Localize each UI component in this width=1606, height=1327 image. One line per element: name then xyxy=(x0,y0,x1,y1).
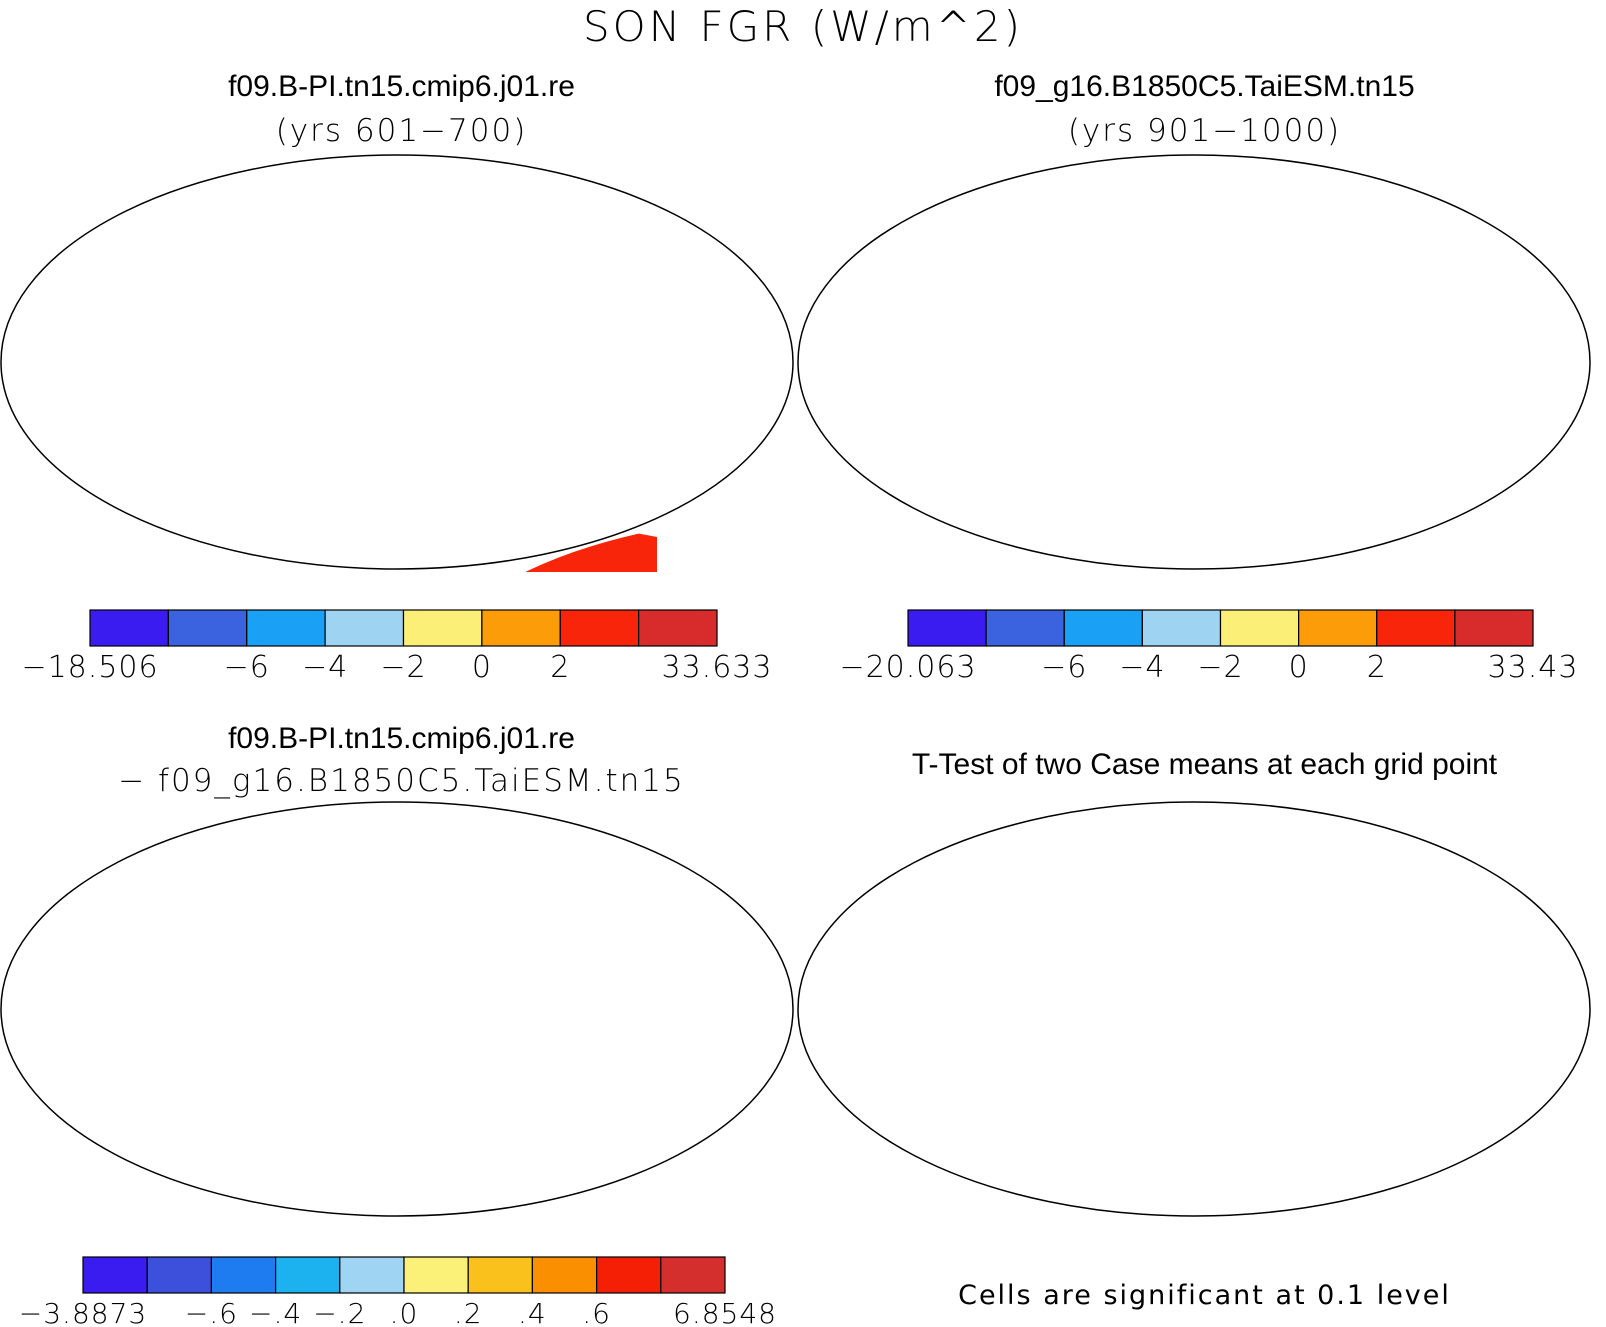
colorbar-swatch xyxy=(467,1256,534,1294)
colorbar-swatch xyxy=(1219,609,1300,647)
map-panel-case1 xyxy=(0,154,794,572)
colorbar-swatch xyxy=(324,609,405,647)
colorbar-tick-label: 0 xyxy=(1289,650,1309,685)
colorbar-tick-label: −4 xyxy=(302,650,348,685)
colorbar-tick-label: −.4 xyxy=(249,1297,302,1327)
colorbar-swatch xyxy=(1454,609,1534,647)
panel1-subtitle: (yrs 601−700) xyxy=(275,113,528,149)
colorbar-swatch xyxy=(1141,609,1222,647)
colorbar-tick-label: −.2 xyxy=(313,1297,366,1327)
map-panel-ttest xyxy=(797,801,1591,1217)
colorbar-swatch xyxy=(403,1256,469,1294)
colorbar-swatch xyxy=(82,1256,148,1294)
colorbar-tick-label: .0 xyxy=(390,1297,419,1327)
colorbar-swatch xyxy=(638,609,718,647)
panel1-title: f09.B-PI.tn15.cmip6.j01.re xyxy=(228,70,575,103)
colorbar-tick-label: 2 xyxy=(1367,650,1387,685)
colorbar-swatch xyxy=(1376,609,1456,647)
colorbar-swatch xyxy=(985,609,1065,647)
panel2-subtitle: (yrs 901−1000) xyxy=(1067,113,1342,149)
colorbar-swatch xyxy=(210,1256,277,1294)
colorbar-swatch xyxy=(1298,609,1378,647)
colorbar-tick-label: 2 xyxy=(550,650,570,685)
colorbar-swatch xyxy=(559,609,640,647)
colorbar-tick-label: .2 xyxy=(454,1297,483,1327)
colorbar-tick-label: −18.506 xyxy=(21,650,158,685)
colorbar-swatch xyxy=(275,1256,341,1294)
colorbar-tick-label: −20.063 xyxy=(839,650,976,685)
colorbar-swatch xyxy=(595,1256,662,1294)
colorbar-tick-label: .6 xyxy=(582,1297,611,1327)
colorbar-swatch xyxy=(660,1256,726,1294)
colorbar-case1: −18.506 −6 −4 −2 0 2 33.633 xyxy=(21,609,773,685)
panel3-subtitle: − f09_g16.B1850C5.TaiESM.tn15 xyxy=(118,763,685,799)
colorbar-swatch xyxy=(402,609,483,647)
colorbar-swatch xyxy=(531,1256,598,1294)
map-panel-difference xyxy=(0,801,794,1217)
colorbar-swatch xyxy=(907,609,987,647)
colorbar-tick-label: −6 xyxy=(1041,650,1087,685)
colorbar-tick-label: −2 xyxy=(380,650,426,685)
colorbar-tick-label: −3.8873 xyxy=(19,1297,147,1327)
colorbar-case2: −20.063 −6 −4 −2 0 2 33.43 xyxy=(839,609,1579,685)
colorbar-tick-label: −2 xyxy=(1197,650,1243,685)
significance-footnote: Cells are significant at 0.1 level xyxy=(958,1280,1451,1311)
colorbar-swatch xyxy=(89,609,169,647)
colorbar-swatch xyxy=(167,609,248,647)
colorbar-tick-label: −4 xyxy=(1119,650,1165,685)
colorbar-tick-label: 0 xyxy=(472,650,492,685)
colorbar-swatch xyxy=(1063,609,1143,647)
colorbar-swatch xyxy=(146,1256,212,1294)
panel4-title: T-Test of two Case means at each grid po… xyxy=(911,748,1498,781)
colorbar-tick-label: 33.43 xyxy=(1488,650,1579,685)
colorbar-tick-label: −.6 xyxy=(185,1297,238,1327)
colorbar-swatch xyxy=(246,609,326,647)
colorbar-tick-label: 6.8548 xyxy=(673,1297,777,1327)
map-panel-case2 xyxy=(797,154,1591,570)
colorbar-tick-label: 33.633 xyxy=(662,650,773,685)
figure-title: SON FGR (W/m^2) xyxy=(582,2,1023,51)
panel2-title: f09_g16.B1850C5.TaiESM.tn15 xyxy=(994,70,1415,103)
colorbar-tick-label: −6 xyxy=(224,650,270,685)
colorbar-tick-label: .4 xyxy=(518,1297,547,1327)
colorbar-difference: −3.8873 −.6 −.4 −.2 .0 .2 .4 .6 6.8548 xyxy=(19,1256,777,1327)
colorbar-swatch xyxy=(339,1256,405,1294)
colorbar-swatch xyxy=(481,609,561,647)
panel3-title: f09.B-PI.tn15.cmip6.j01.re xyxy=(228,722,575,755)
